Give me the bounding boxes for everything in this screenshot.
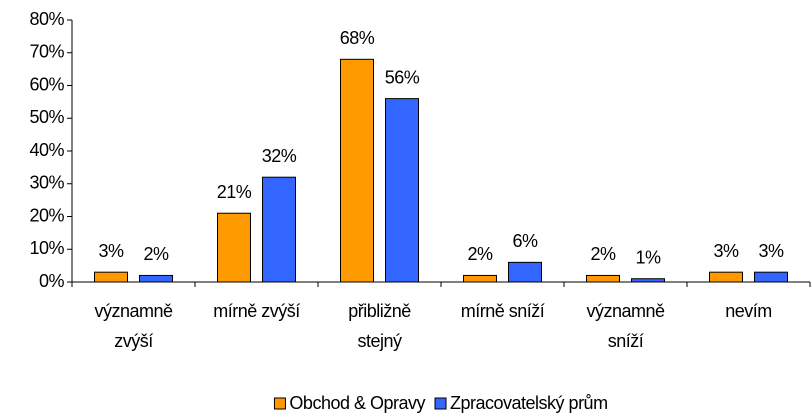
data-label: 3% <box>713 241 739 261</box>
bar <box>631 278 665 283</box>
y-tick-label: 40% <box>29 140 64 160</box>
legend-label: Zpracovatelský prům <box>450 393 608 413</box>
x-tick-label: významně zvýší <box>94 301 173 351</box>
data-label: 21% <box>217 182 252 202</box>
data-label: 2% <box>590 244 616 264</box>
bar <box>508 261 542 283</box>
x-tick-label: nevím <box>725 301 772 321</box>
data-label: 1% <box>635 247 661 267</box>
legend-swatch <box>434 397 447 410</box>
y-tick-label: 60% <box>29 74 64 94</box>
data-label: 56% <box>385 67 420 87</box>
data-label: 2% <box>467 244 493 264</box>
data-label: 68% <box>340 28 375 48</box>
bar <box>262 176 296 283</box>
data-label: 32% <box>262 146 297 166</box>
bar <box>385 98 419 283</box>
bar <box>754 271 788 283</box>
y-tick-label: 70% <box>29 42 64 62</box>
data-label: 3% <box>98 241 124 261</box>
y-tick-label: 10% <box>29 238 64 258</box>
y-tick-label: 80% <box>29 9 64 29</box>
y-tick-label: 30% <box>29 173 64 193</box>
x-tick-label: přibližně stejný <box>348 301 411 351</box>
bar <box>586 274 620 283</box>
x-tick-label: mírně zvýší <box>213 301 300 321</box>
data-label: 6% <box>512 231 538 251</box>
bar <box>340 58 374 283</box>
bar <box>139 274 173 283</box>
bar <box>94 271 128 283</box>
legend-swatch <box>273 397 286 410</box>
x-tick-label: mírně sníží <box>461 301 545 321</box>
x-tick-label: významně sníží <box>586 301 665 351</box>
bar <box>463 274 497 283</box>
y-tick-label: 50% <box>29 107 64 127</box>
legend: Obchod & Opravy Zpracovatelský prům <box>273 393 608 413</box>
data-label: 3% <box>758 241 784 261</box>
y-tick-label: 20% <box>29 205 64 225</box>
data-label: 2% <box>143 244 169 264</box>
bar <box>217 212 251 283</box>
bar <box>709 271 743 283</box>
y-tick-label: 0% <box>39 271 65 291</box>
legend-label: Obchod & Opravy <box>289 393 425 413</box>
